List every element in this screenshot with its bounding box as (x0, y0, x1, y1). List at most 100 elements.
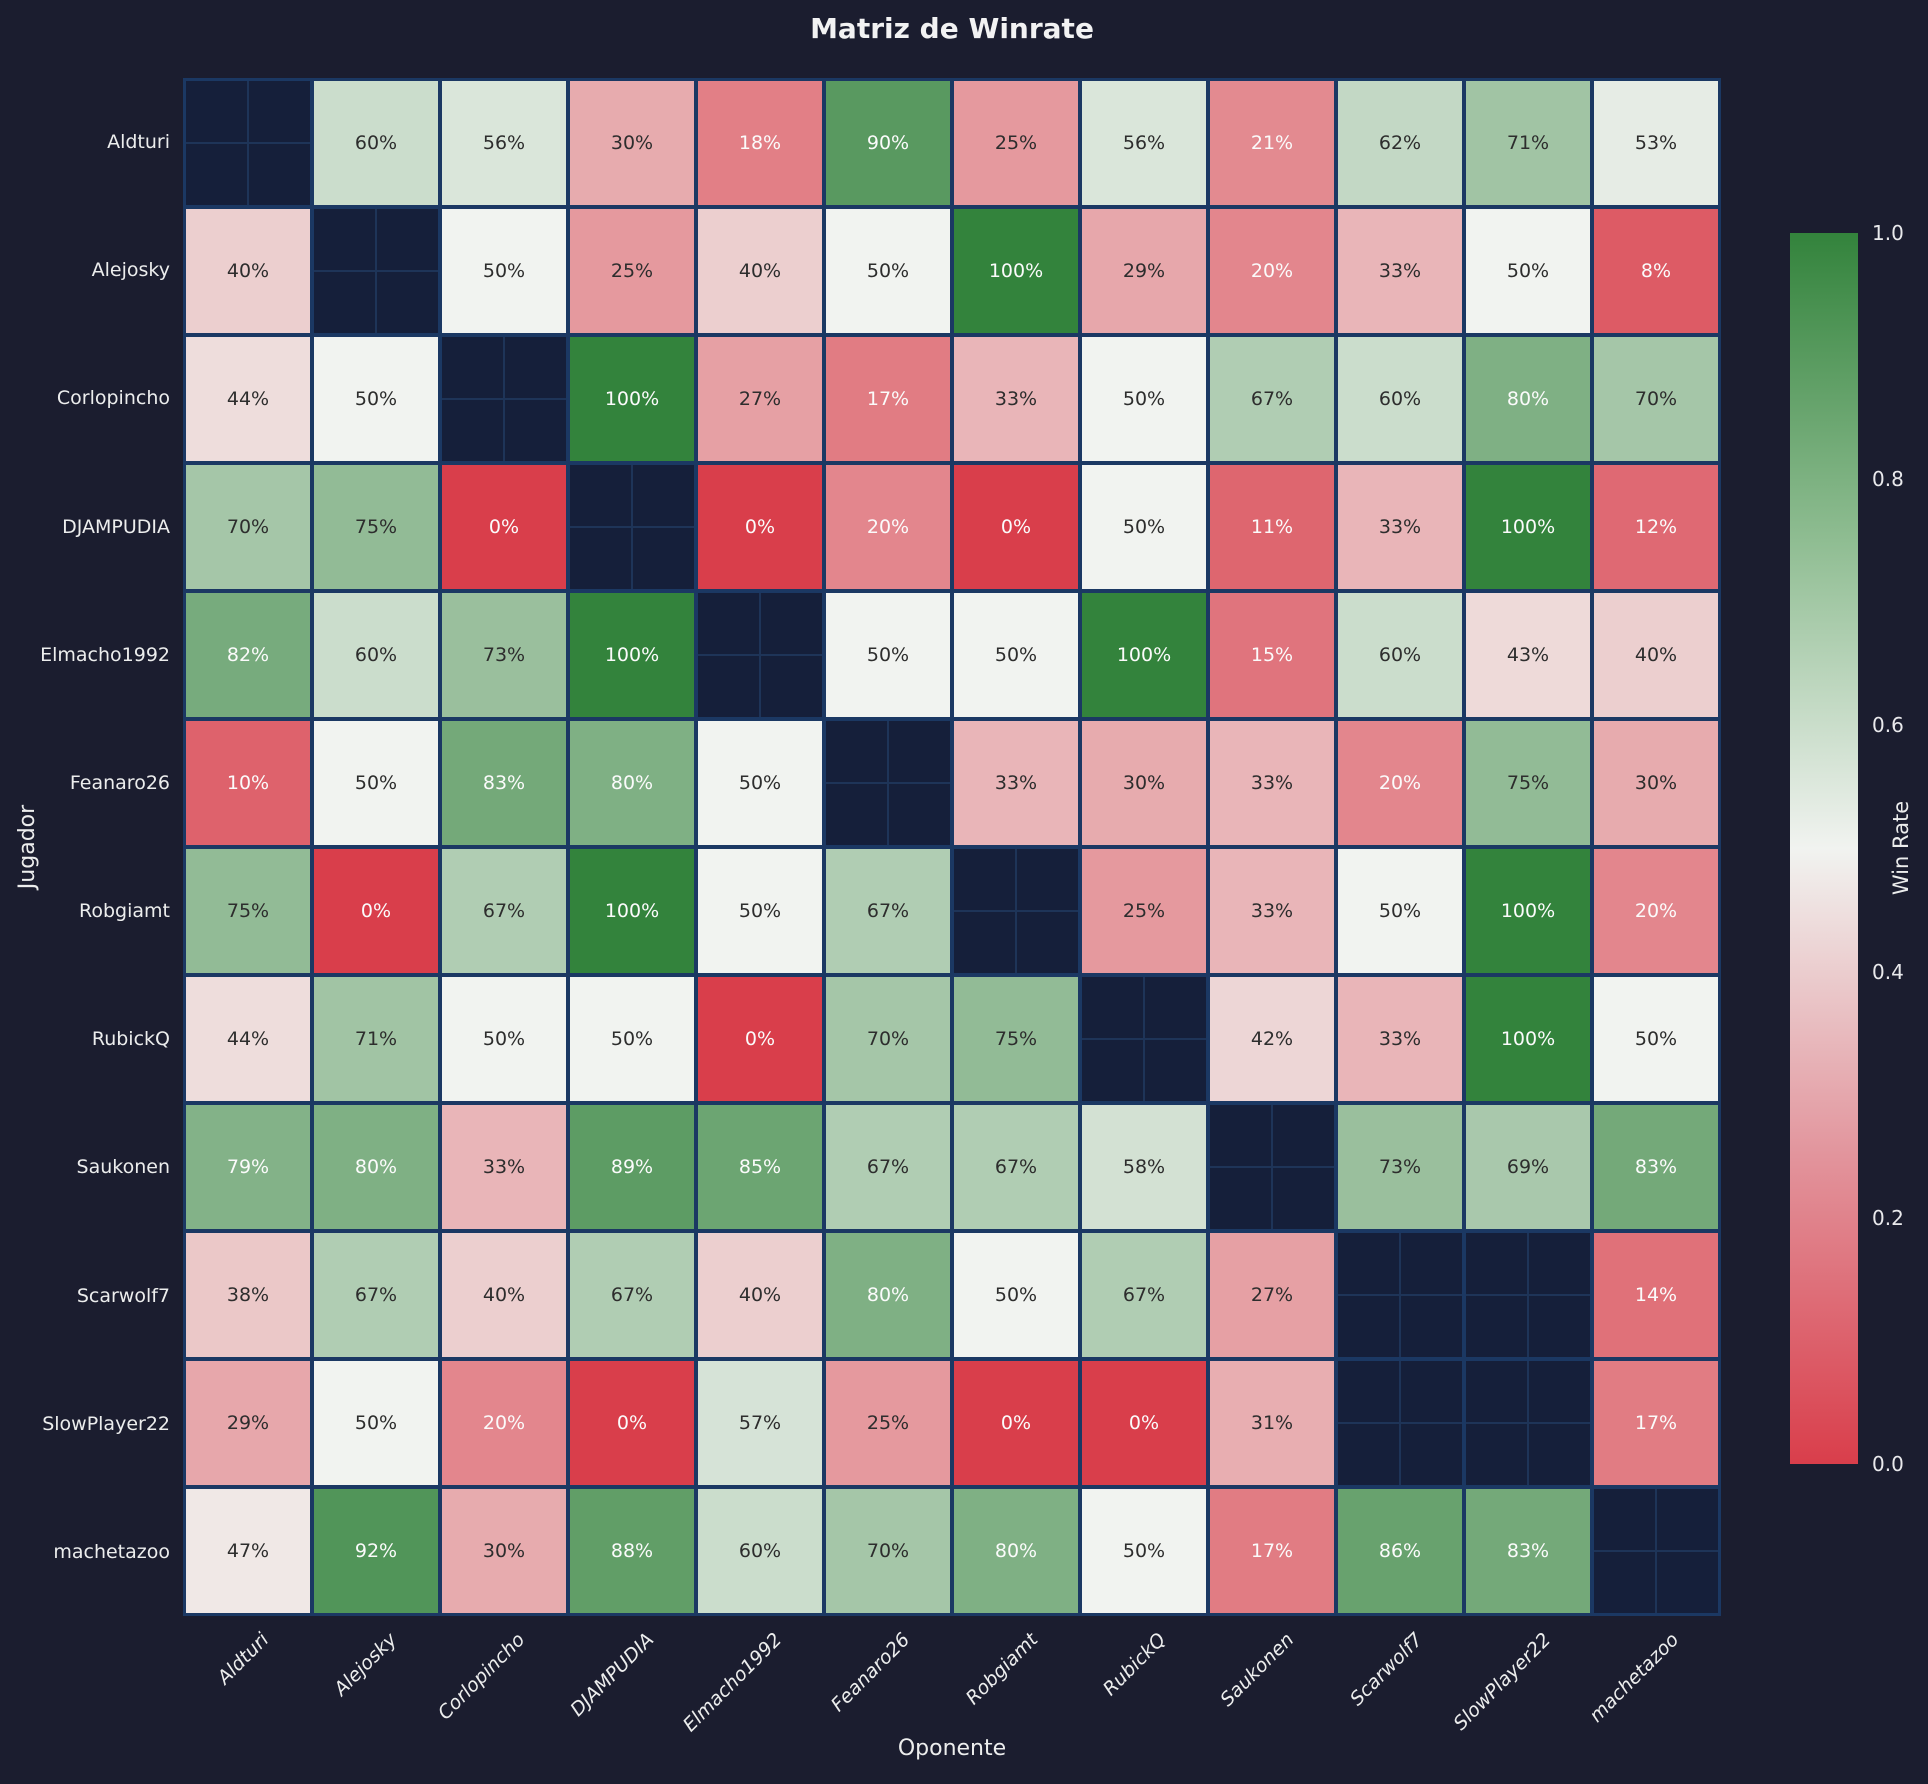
heatmap-cell: 0% (954, 1361, 1078, 1485)
heatmap-cell (1466, 1233, 1590, 1357)
heatmap-cell: 92% (314, 1489, 438, 1613)
heatmap-cell: 33% (1210, 849, 1334, 973)
heatmap-cell: 0% (314, 849, 438, 973)
heatmap-cell: 100% (570, 849, 694, 973)
heatmap-cell (442, 337, 566, 461)
heatmap-cell: 40% (442, 1233, 566, 1357)
heatmap-cell: 0% (698, 977, 822, 1101)
heatmap-cell: 50% (954, 593, 1078, 717)
heatmap-cell: 27% (698, 337, 822, 461)
colorbar-tick-label: 0.6 (1872, 713, 1904, 738)
row-label: machetazoo (53, 1540, 170, 1563)
heatmap-cell: 100% (1082, 593, 1206, 717)
heatmap-cell: 71% (1466, 81, 1590, 205)
colorbar-title: Win Rate (1889, 800, 1913, 896)
heatmap-cell: 44% (186, 337, 310, 461)
heatmap-cell: 50% (314, 1361, 438, 1485)
heatmap-cell: 50% (826, 593, 950, 717)
row-label: Scarwolf7 (76, 1284, 170, 1307)
heatmap-cell: 100% (1466, 465, 1590, 589)
heatmap-cell: 73% (1338, 1105, 1462, 1229)
heatmap-cell: 50% (698, 721, 822, 845)
heatmap-cell: 20% (442, 1361, 566, 1485)
heatmap-cell: 33% (1338, 465, 1462, 589)
heatmap-cell (1466, 1361, 1590, 1485)
heatmap-cell: 14% (1594, 1233, 1718, 1357)
colorbar-tick-label: 0.4 (1872, 959, 1904, 984)
colorbar-tick-label: 0.0 (1872, 1452, 1904, 1476)
heatmap-cell: 79% (186, 1105, 310, 1229)
heatmap-cell: 17% (1210, 1489, 1334, 1613)
heatmap-cell: 83% (1466, 1489, 1590, 1613)
heatmap-cell: 20% (826, 465, 950, 589)
heatmap-cell: 62% (1338, 81, 1462, 205)
heatmap-cell: 20% (1210, 209, 1334, 333)
heatmap-cell: 100% (570, 337, 694, 461)
heatmap-cell: 50% (314, 721, 438, 845)
heatmap-cell (1338, 1233, 1462, 1357)
heatmap-cell: 89% (570, 1105, 694, 1229)
heatmap-cell: 53% (1594, 81, 1718, 205)
heatmap-cell: 21% (1210, 81, 1334, 205)
heatmap-cell: 50% (698, 849, 822, 973)
heatmap-cell: 40% (186, 209, 310, 333)
x-axis-title: Oponente (897, 1736, 1007, 1761)
heatmap-cell: 60% (1338, 593, 1462, 717)
row-label: Robgiamt (79, 900, 170, 923)
heatmap-cell: 67% (954, 1105, 1078, 1229)
heatmap-cell: 31% (1210, 1361, 1334, 1485)
heatmap-cell: 30% (1082, 721, 1206, 845)
heatmap-cell: 0% (442, 465, 566, 589)
row-label: Elmacho1992 (40, 643, 170, 666)
heatmap-cell: 38% (186, 1233, 310, 1357)
heatmap-cell: 20% (1338, 721, 1462, 845)
heatmap-cell: 29% (1082, 209, 1206, 333)
heatmap-cell: 69% (1466, 1105, 1590, 1229)
heatmap-cell: 15% (1210, 593, 1334, 717)
heatmap-cell: 82% (186, 593, 310, 717)
heatmap-cell: 67% (570, 1233, 694, 1357)
heatmap-cell: 70% (826, 977, 950, 1101)
heatmap-cell: 100% (954, 209, 1078, 333)
heatmap-cell: 70% (1594, 337, 1718, 461)
heatmap-cell (1082, 977, 1206, 1101)
heatmap-cell: 47% (186, 1489, 310, 1613)
heatmap-cell: 44% (186, 977, 310, 1101)
heatmap-cell: 50% (826, 209, 950, 333)
heatmap-cell: 33% (954, 721, 1078, 845)
heatmap-cell: 25% (570, 209, 694, 333)
heatmap-cell: 58% (1082, 1105, 1206, 1229)
heatmap-cell: 50% (442, 977, 566, 1101)
heatmap-cell: 67% (314, 1233, 438, 1357)
heatmap-cell: 50% (954, 1233, 1078, 1357)
heatmap-cell: 0% (954, 465, 1078, 589)
heatmap-cell: 18% (698, 81, 822, 205)
heatmap-cell: 75% (314, 465, 438, 589)
row-label: Feanaro26 (69, 771, 170, 794)
heatmap-cell: 10% (186, 721, 310, 845)
heatmap-cell: 57% (698, 1361, 822, 1485)
heatmap-cell: 60% (698, 1489, 822, 1613)
heatmap-cell: 25% (826, 1361, 950, 1485)
heatmap-cell: 70% (826, 1489, 950, 1613)
heatmap-cell: 40% (698, 209, 822, 333)
heatmap-cell: 33% (1338, 977, 1462, 1101)
heatmap-cell: 50% (442, 209, 566, 333)
row-label: SlowPlayer22 (42, 1412, 170, 1435)
heatmap-cell: 67% (1210, 337, 1334, 461)
heatmap-cell: 50% (1466, 209, 1590, 333)
heatmap-cell (1594, 1489, 1718, 1613)
heatmap-cell: 86% (1338, 1489, 1462, 1613)
heatmap-cell: 60% (314, 593, 438, 717)
heatmap-cell: 20% (1594, 849, 1718, 973)
heatmap-cell: 90% (826, 81, 950, 205)
heatmap-cell: 33% (442, 1105, 566, 1229)
heatmap-cell: 67% (826, 1105, 950, 1229)
heatmap-cell: 67% (442, 849, 566, 973)
heatmap-cell: 80% (570, 721, 694, 845)
heatmap-cell: 0% (1082, 1361, 1206, 1485)
heatmap-cell: 12% (1594, 465, 1718, 589)
heatmap-cell: 0% (570, 1361, 694, 1485)
heatmap-cell: 100% (1466, 849, 1590, 973)
heatmap-cell: 40% (698, 1233, 822, 1357)
